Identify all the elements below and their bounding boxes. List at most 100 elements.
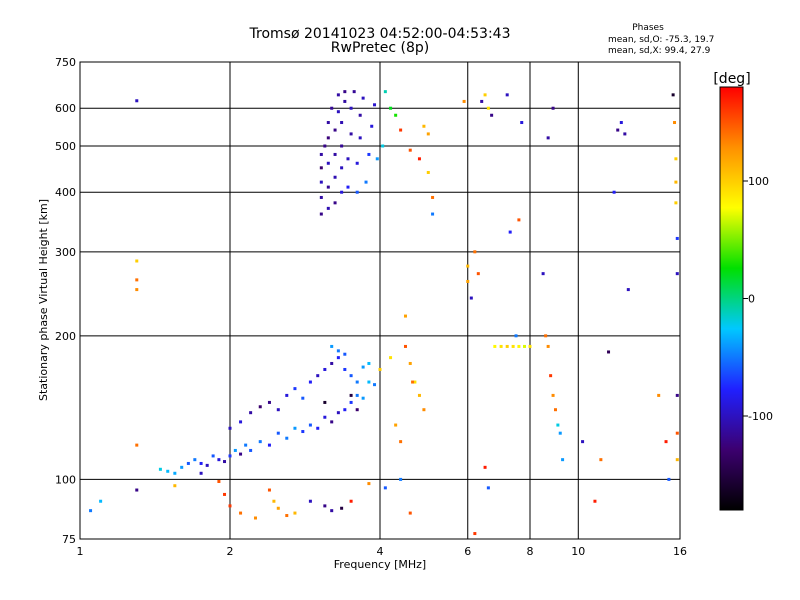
data-point [389, 356, 393, 360]
plot-grid [80, 62, 680, 539]
data-point [349, 499, 353, 503]
data-point [483, 465, 487, 469]
data-point [486, 486, 490, 490]
data-point [326, 136, 330, 140]
y-tick-label: 200 [55, 330, 76, 343]
data-point [619, 121, 623, 125]
data-point [556, 423, 560, 427]
data-point [330, 420, 334, 424]
data-point [383, 90, 387, 94]
data-point [267, 400, 271, 404]
data-point [505, 93, 509, 97]
data-point [667, 477, 671, 481]
x-tick-label: 16 [673, 545, 687, 558]
data-point [403, 344, 407, 348]
data-point [336, 110, 340, 114]
data-point [558, 431, 562, 435]
data-point [323, 400, 327, 404]
data-point [258, 440, 262, 444]
data-point [336, 411, 340, 415]
data-point [520, 121, 524, 125]
data-point [228, 504, 232, 508]
stats-line-o: mean, sd,O: -75.3, 19.7 [608, 35, 714, 45]
data-point [333, 152, 337, 156]
data-point [349, 374, 353, 378]
data-point [267, 488, 271, 492]
data-point [276, 408, 280, 412]
data-point [340, 121, 344, 125]
data-point [469, 296, 473, 300]
data-point [323, 415, 327, 419]
data-point [258, 405, 262, 409]
data-point [326, 206, 330, 210]
data-point [426, 170, 430, 174]
data-point [319, 152, 323, 156]
data-point [612, 190, 616, 194]
data-point [285, 436, 289, 440]
data-point [244, 443, 248, 447]
data-point [326, 121, 330, 125]
data-point [508, 230, 512, 234]
y-tick-label: 400 [55, 186, 76, 199]
data-point [399, 128, 403, 132]
data-point [233, 448, 237, 452]
x-tick-label: 6 [464, 545, 471, 558]
data-point [173, 471, 177, 475]
data-point [673, 121, 677, 125]
data-point [336, 356, 340, 360]
data-point [361, 365, 365, 369]
data-point [355, 408, 359, 412]
data-point [626, 288, 630, 292]
data-point [343, 408, 347, 412]
data-point [343, 367, 347, 371]
data-point [675, 393, 679, 397]
data-point [293, 387, 297, 391]
y-tick-label: 500 [55, 140, 76, 153]
data-point [431, 195, 435, 199]
data-point [323, 144, 327, 148]
stats-line-x: mean, sd,X: 99.4, 27.9 [608, 46, 711, 56]
data-point [358, 113, 362, 117]
data-point [239, 452, 243, 456]
data-point [323, 367, 327, 371]
data-point [561, 458, 565, 462]
data-point [675, 431, 679, 435]
data-point [316, 426, 320, 430]
data-point [267, 443, 271, 447]
x-axis-label: Frequency [MHz] [334, 558, 426, 571]
data-point [193, 458, 197, 462]
data-point [383, 486, 387, 490]
data-point [417, 157, 421, 161]
data-point [361, 396, 365, 400]
data-point [135, 443, 139, 447]
data-point [361, 96, 365, 100]
data-point [333, 201, 337, 205]
data-point [355, 161, 359, 165]
colorbar-tick-label: 0 [748, 293, 755, 306]
x-axis: 1 2 4 6 8 10 16 [77, 545, 688, 558]
data-point [523, 344, 527, 348]
data-point [343, 352, 347, 356]
data-point [173, 484, 177, 488]
data-point [389, 106, 393, 110]
data-point [276, 431, 280, 435]
data-point [308, 499, 312, 503]
data-point [394, 423, 398, 427]
data-point [511, 344, 515, 348]
data-point [135, 259, 139, 263]
data-point [553, 408, 557, 412]
data-point [89, 509, 93, 513]
y-tick-label: 75 [62, 533, 76, 546]
data-point [466, 279, 470, 283]
data-point [340, 144, 344, 148]
data-point [546, 344, 550, 348]
data-point [340, 166, 344, 170]
x-tick-label: 4 [377, 545, 384, 558]
data-point [319, 180, 323, 184]
data-point [253, 516, 257, 520]
data-point [370, 124, 374, 128]
data-point [349, 106, 353, 110]
colorbar-scale [719, 86, 744, 511]
data-point [343, 99, 347, 103]
